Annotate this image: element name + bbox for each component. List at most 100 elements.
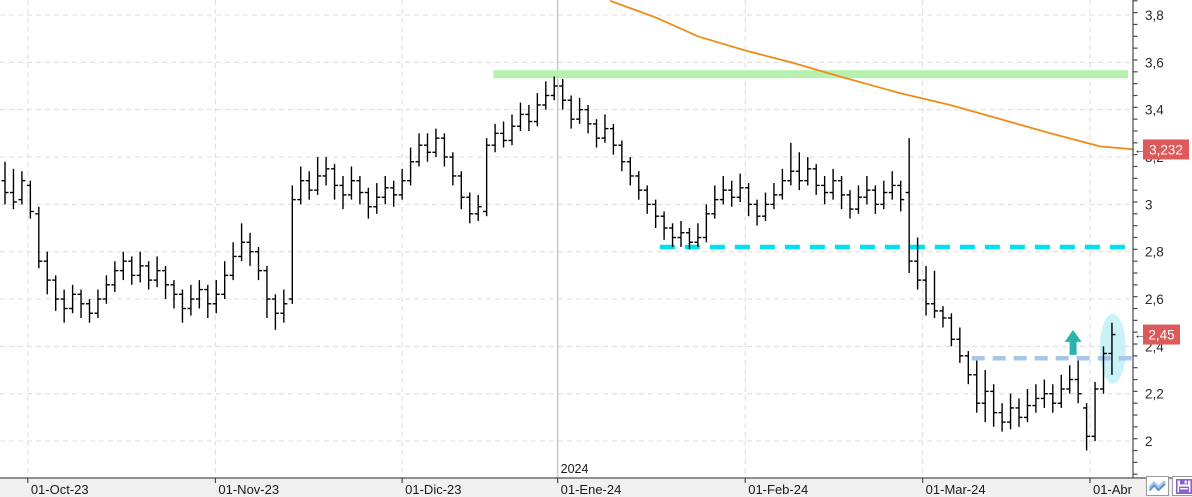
ohlc-bar (297, 166, 305, 205)
ohlc-bar (491, 123, 499, 153)
ohlc-bar (1032, 384, 1040, 413)
ohlc-bar (77, 289, 85, 318)
ohlc-bar (804, 157, 812, 186)
highlight-ellipse[interactable] (1099, 313, 1126, 384)
x-tick-label: 01-Oct-23 (31, 482, 89, 497)
ohlc-bar (787, 142, 795, 186)
ohlc-bar (711, 185, 719, 219)
ohlc-bar (677, 220, 685, 247)
x-tick-label: 01-Mar-24 (926, 482, 986, 497)
ohlc-bar (128, 256, 136, 285)
ohlc-bar (846, 190, 854, 219)
y-tick-label: 3,8 (1145, 8, 1164, 23)
ohlc-bar (170, 280, 178, 309)
ohlc-bar (195, 280, 203, 309)
ohlc-bar (1066, 365, 1074, 394)
ohlc-bar (1100, 346, 1107, 394)
ohlc-bar (931, 270, 938, 318)
x-tick-label: 01-Dic-23 (405, 482, 461, 497)
ohlc-bar (618, 140, 626, 172)
ohlc-bar (871, 185, 879, 214)
ohlc-bar (347, 166, 355, 200)
ohlc-bar (626, 157, 634, 186)
x-tick-label: 01-Nov-23 (218, 482, 279, 497)
ohlc-bar (187, 284, 195, 316)
ohlc-bar (973, 360, 981, 413)
ohlc-bar (322, 157, 330, 186)
ohlc-bar (407, 147, 415, 186)
save-floppy-icon (1175, 478, 1192, 494)
ohlc-bar (288, 185, 296, 304)
ohlc-bar (178, 289, 186, 323)
ohlc-bar (609, 123, 617, 155)
ohlc-bar (795, 152, 803, 191)
y-tick-label: 3 (1145, 197, 1153, 212)
date-strip (0, 479, 1192, 497)
ohlc-bar (559, 78, 567, 110)
ohlc-bar (432, 128, 440, 158)
ohlc-bar (364, 187, 372, 219)
ohlc-bar (1074, 360, 1082, 404)
ohlc-bar (381, 175, 389, 205)
ohlc-bar (888, 171, 896, 200)
ohlc-bar (221, 261, 229, 300)
ohlc-bar (94, 289, 102, 318)
x-tick-label: 01-Ene-24 (561, 482, 622, 497)
ohlc-bar (466, 192, 474, 224)
ohlc-bar (1108, 322, 1116, 375)
ohlc-bar (390, 180, 398, 207)
y-tick-label: 2 (1145, 434, 1153, 449)
price-label-box (1143, 139, 1189, 160)
ohlc-bar (9, 168, 17, 210)
ohlc-bar (702, 204, 710, 243)
x-tick-label: 01-Feb-24 (748, 482, 808, 497)
ohlc-bar (280, 289, 288, 323)
ohlc-bar (1015, 398, 1023, 427)
ohlc-bar (542, 81, 550, 110)
ohlc-bar (153, 256, 161, 288)
ohlc-bar (162, 265, 170, 300)
ohlc-bar (914, 237, 922, 290)
ohlc-bar (1083, 403, 1091, 451)
ohlc-bar (102, 275, 110, 304)
y-tick-label: 2,2 (1145, 387, 1164, 402)
resistance-band[interactable] (493, 70, 1129, 79)
ohlc-bar (990, 384, 998, 427)
ohlc-bar (474, 194, 482, 221)
up-arrow[interactable] (1064, 329, 1082, 355)
ohlc-bar (812, 164, 820, 195)
ohlc-bar (331, 164, 339, 200)
ohlc-bar (440, 133, 448, 167)
ohlc-bar (947, 313, 955, 347)
save-button[interactable] (1172, 476, 1192, 496)
ohlc-bar (356, 175, 364, 205)
y-tick-label: 3,4 (1145, 103, 1164, 118)
ohlc-bar (939, 306, 947, 328)
ohlc-bar (669, 223, 677, 247)
ohlc-bar (35, 206, 43, 269)
ohlc-bar (483, 138, 491, 217)
y-tick-label: 2,8 (1145, 245, 1164, 260)
ohlc-bar (119, 251, 127, 281)
moving-average-line[interactable] (609, 0, 1134, 151)
ohlc-bar (69, 284, 77, 314)
ohlc-bar (719, 175, 727, 205)
ohlc-bar (136, 251, 144, 283)
ohlc-bar (576, 97, 584, 124)
ohlc-bar (821, 175, 829, 205)
ohlc-bar (246, 232, 254, 266)
ohlc-bar (880, 180, 888, 210)
ohlc-bar (516, 102, 524, 131)
ohlc-bar (1023, 388, 1031, 423)
ohlc-bar (500, 121, 508, 148)
zigzag-tool-button[interactable] (1146, 476, 1169, 496)
ohlc-bar (567, 95, 575, 129)
ohlc-bar (897, 180, 905, 212)
ohlc-bar (508, 114, 516, 146)
ohlc-bar (457, 171, 465, 210)
ohlc-bar (229, 242, 237, 281)
ohlc-bar (922, 265, 930, 316)
zigzag-icon (1148, 480, 1167, 492)
